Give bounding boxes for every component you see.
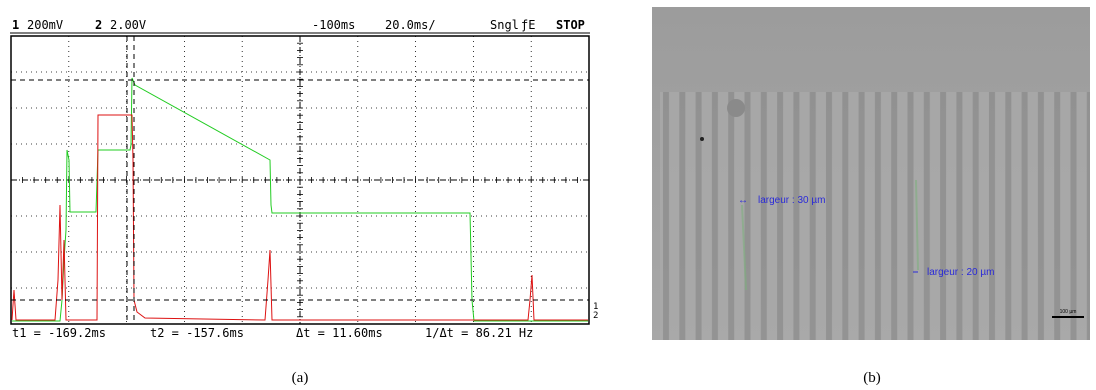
trigger: ƒE: [521, 18, 535, 32]
stripe-array: [660, 92, 1090, 340]
ch2-scale: 2.00V: [110, 18, 146, 32]
oscilloscope: 1 200mV 2 2.00V -100ms 20.0ms/ Sngl ƒE S…: [10, 18, 598, 340]
trace: [915, 179, 919, 271]
delta-t: Δt = 11.60ms: [296, 326, 383, 340]
t1: t1 = -169.2ms: [12, 326, 106, 340]
micrograph: ↔ largeur : 30 µm largeur : 20 µm 100 µm: [652, 7, 1090, 340]
caption: (b): [863, 370, 881, 386]
t2: t2 = -157.6ms: [150, 326, 244, 340]
delay: -100ms: [312, 18, 355, 32]
annotation: largeur : 30 µm: [758, 195, 825, 206]
scale-bar: [1052, 316, 1084, 318]
ch2-label: 2: [95, 18, 102, 32]
ch1-scale: 200mV: [27, 18, 63, 32]
marker: 1: [593, 302, 598, 312]
scale-label: 100 µm: [1060, 309, 1077, 315]
particle: [700, 137, 704, 141]
spot: [727, 99, 745, 117]
frequency: 1/Δt = 86.21 Hz: [425, 326, 533, 340]
marker: 2: [593, 311, 598, 321]
status: STOP: [556, 18, 585, 32]
timebase: 20.0ms/: [385, 18, 436, 32]
annotation: ↔: [738, 195, 748, 206]
annotation: largeur : 20 µm: [927, 267, 994, 278]
ch1-label: 1: [12, 18, 19, 32]
graticule: [10, 35, 590, 325]
mode: Sngl: [490, 18, 519, 32]
trace-ch1: [11, 114, 588, 321]
trace: [741, 204, 747, 291]
caption: (a): [292, 370, 309, 386]
